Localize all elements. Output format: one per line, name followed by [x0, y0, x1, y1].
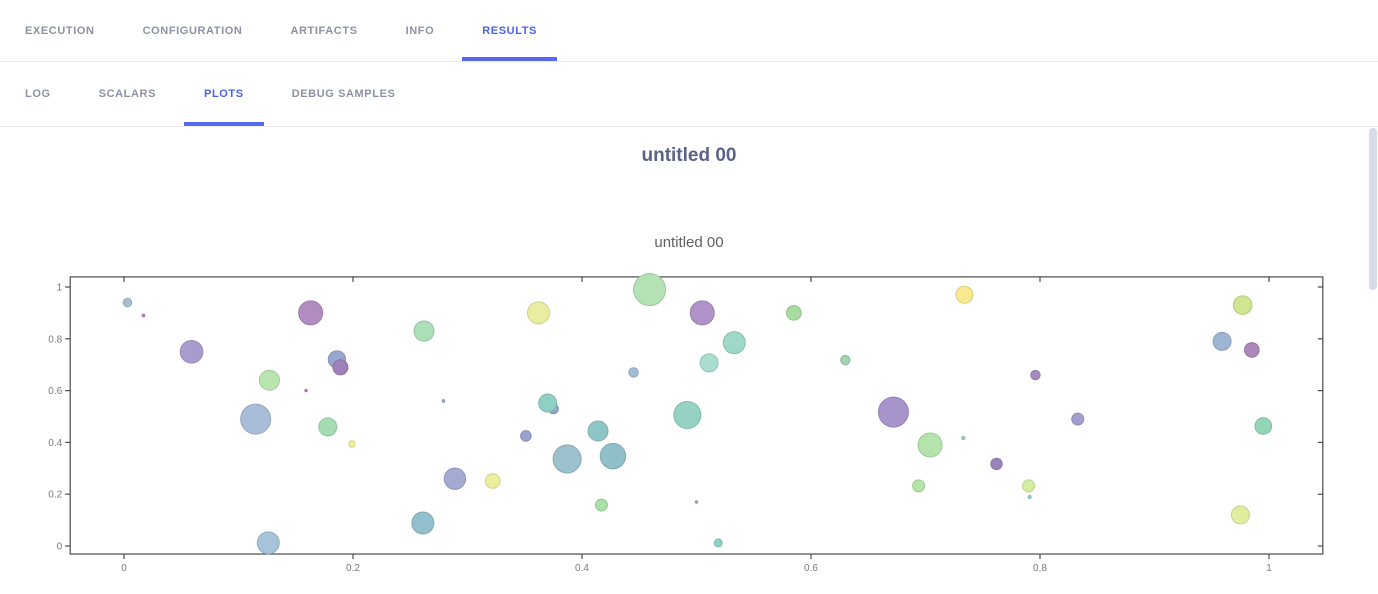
bubble[interactable] [332, 359, 349, 376]
bubble[interactable] [256, 531, 280, 555]
x-tick-label: 0.8 [1033, 563, 1047, 574]
x-tick-label: 0 [121, 563, 127, 574]
tab-info[interactable]: INFO [406, 0, 435, 61]
bubble[interactable] [526, 301, 550, 325]
tab-artifacts-label: ARTIFACTS [290, 24, 358, 37]
bubble[interactable] [179, 339, 204, 364]
y-tick-label: 0.8 [48, 334, 62, 345]
bubble[interactable] [1212, 331, 1232, 351]
bubble[interactable] [484, 473, 501, 489]
subtab-log-label: LOG [25, 88, 51, 100]
bubble[interactable] [713, 538, 723, 548]
bubble[interactable] [955, 285, 974, 304]
subtab-debug-samples[interactable]: DEBUG SAMPLES [292, 62, 396, 126]
bubble[interactable] [240, 403, 272, 435]
bubble[interactable] [1232, 295, 1253, 315]
bubble[interactable] [699, 353, 719, 373]
y-tick-label: 0.2 [48, 490, 62, 501]
bubble[interactable] [520, 430, 532, 442]
bubble[interactable] [1022, 479, 1036, 493]
subtab-log[interactable]: LOG [25, 62, 51, 126]
bubble-chart-canvas[interactable]: 0 0.2 0.4 0.6 0.8 1 0 0.2 0.4 0.6 0.8 1 [0, 264, 1378, 594]
bubble[interactable] [441, 399, 446, 403]
bubble[interactable] [122, 297, 133, 308]
tab-info-label: INFO [405, 24, 435, 37]
bubble[interactable] [599, 442, 627, 470]
y-tick-label: 0 [57, 542, 63, 553]
tab-configuration[interactable]: CONFIGURATION [143, 0, 243, 61]
subtab-plots[interactable]: PLOTS [184, 62, 264, 126]
bubble[interactable] [1027, 495, 1032, 500]
bubble[interactable] [722, 331, 746, 355]
bubble[interactable] [594, 498, 608, 512]
bubble[interactable] [1030, 369, 1041, 381]
x-tick-label: 0.4 [575, 563, 589, 574]
bubble[interactable] [673, 400, 702, 429]
bubble[interactable] [258, 369, 280, 391]
tab-configuration-label: CONFIGURATION [142, 24, 243, 37]
bubble[interactable] [1244, 342, 1260, 358]
tab-execution-label: EXECUTION [25, 24, 95, 37]
subtab-debug-samples-label: DEBUG SAMPLES [291, 88, 396, 100]
bubble[interactable] [1230, 505, 1250, 525]
bubble[interactable] [877, 396, 909, 428]
bubble[interactable] [1254, 417, 1273, 435]
bubble[interactable] [141, 313, 146, 318]
bubble[interactable] [538, 393, 558, 413]
tab-artifacts[interactable]: ARTIFACTS [290, 0, 357, 61]
bubble[interactable] [413, 320, 435, 342]
subtab-plots-label: PLOTS [204, 88, 244, 100]
y-tick-label: 0.6 [48, 386, 62, 397]
y-tick-label: 0.4 [48, 438, 62, 449]
bubble[interactable] [304, 388, 308, 393]
bubble[interactable] [411, 511, 435, 535]
subtab-scalars-label: SCALARS [98, 88, 157, 100]
bubble[interactable] [348, 440, 356, 448]
vertical-scrollbar-track[interactable] [1368, 127, 1378, 594]
tab-execution[interactable]: EXECUTION [25, 0, 95, 61]
bubble[interactable] [917, 432, 943, 458]
y-tick-label: 1 [57, 283, 63, 294]
x-tick-label: 0.2 [346, 563, 360, 574]
bubble[interactable] [552, 444, 582, 474]
bubble[interactable] [694, 500, 699, 504]
plot-border [69, 276, 1324, 555]
plot-panel-title: untitled 00 [641, 145, 737, 166]
bubble[interactable] [633, 273, 667, 307]
subtab-scalars[interactable]: SCALARS [99, 62, 156, 126]
bubble[interactable] [443, 467, 467, 490]
bubble[interactable] [786, 305, 802, 321]
bubble[interactable] [689, 300, 715, 326]
bubble[interactable] [318, 417, 338, 437]
bubble[interactable] [587, 420, 609, 442]
x-tick-label: 0.6 [804, 563, 818, 574]
bubble[interactable] [298, 300, 324, 326]
results-subtab-bar: LOG SCALARS PLOTS DEBUG SAMPLES [0, 62, 1378, 127]
tab-results-label: RESULTS [482, 24, 537, 37]
bubble[interactable] [912, 479, 926, 493]
bubble[interactable] [990, 457, 1003, 471]
bubble[interactable] [628, 367, 639, 378]
main-tab-bar: EXECUTION CONFIGURATION ARTIFACTS INFO R… [0, 0, 1378, 62]
vertical-scrollbar-thumb[interactable] [1369, 128, 1377, 290]
bubble[interactable] [961, 435, 966, 440]
chart-title: untitled 00 [654, 234, 724, 251]
tab-results[interactable]: RESULTS [462, 0, 557, 61]
bubble[interactable] [840, 354, 851, 366]
x-tick-label: 1 [1266, 563, 1272, 574]
bubble[interactable] [1071, 412, 1085, 426]
